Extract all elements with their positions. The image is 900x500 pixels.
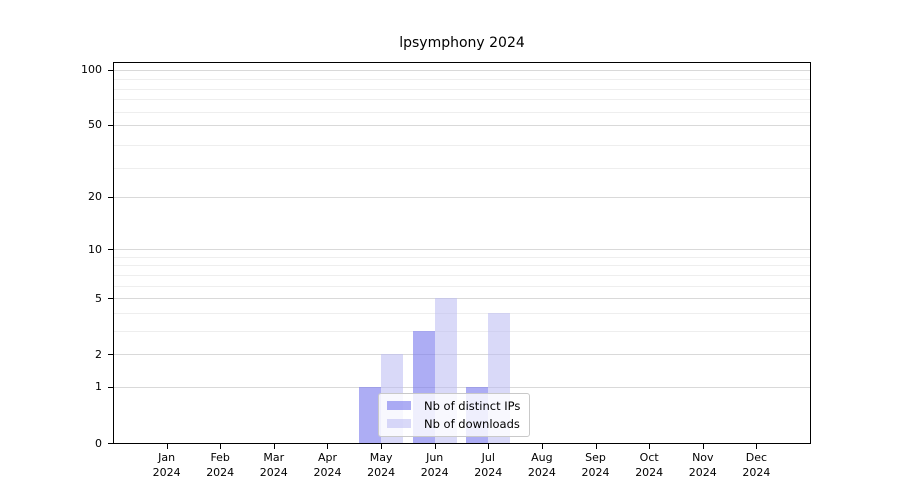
x-tick-label-month: Aug: [531, 451, 553, 464]
legend-label: Nb of distinct IPs: [424, 398, 521, 413]
gridline-minor: [114, 167, 810, 169]
x-tick-label-year: 2024: [420, 466, 449, 479]
legend-swatch: [387, 419, 411, 428]
x-tick: [596, 444, 597, 449]
gridline-major: [114, 386, 810, 388]
x-tick-label-month: Sep: [585, 451, 606, 464]
x-tick: [649, 444, 650, 449]
gridline-major: [114, 69, 810, 71]
x-tick-label-year: 2024: [206, 466, 235, 479]
x-tick: [274, 444, 275, 449]
x-tick-label-month: Dec: [745, 451, 768, 464]
gridline-major: [114, 298, 810, 299]
x-tick: [327, 444, 328, 449]
gridline-minor: [114, 312, 810, 314]
x-tick-label-month: Jan: [158, 451, 176, 464]
gridline-minor: [114, 79, 810, 80]
x-tick-label-year: 2024: [635, 466, 664, 479]
x-tick-label-year: 2024: [527, 466, 556, 479]
x-tick: [220, 444, 221, 449]
x-tick-label-year: 2024: [581, 466, 610, 479]
gridline-minor: [114, 111, 810, 113]
y-tick-label: 2: [95, 347, 102, 361]
gridline-minor: [114, 330, 810, 332]
plot-area: [113, 62, 811, 444]
x-tick-label-month: Nov: [692, 451, 714, 464]
x-tick-label-month: Jun: [426, 451, 444, 464]
x-tick-label-month: Feb: [210, 451, 230, 464]
x-tick: [703, 444, 704, 449]
x-tick-label-month: Jul: [481, 451, 495, 464]
x-tick-label-month: Apr: [317, 451, 338, 464]
gridline-major: [114, 354, 810, 356]
x-tick: [167, 444, 168, 449]
x-tick-label-year: 2024: [313, 466, 342, 479]
x-tick: [488, 444, 489, 449]
gridline-minor: [114, 144, 810, 146]
chart-title: lpsymphony 2024: [399, 35, 525, 51]
gridline-minor: [114, 88, 810, 90]
legend-item: Nb of distinct IPs: [387, 398, 520, 413]
y-tick: [108, 354, 114, 355]
y-tick: [108, 443, 114, 444]
x-tick-label-month: May: [369, 451, 393, 464]
x-tick-label-month: Mar: [263, 451, 285, 464]
y-tick-label: 50: [88, 118, 102, 132]
bars-layer: [113, 62, 811, 444]
gridlines-layer: [113, 62, 811, 444]
x-tick-label-year: 2024: [742, 466, 771, 479]
x-tick: [542, 444, 543, 449]
x-tick-label-year: 2024: [474, 466, 503, 479]
x-tick-label-month: Oct: [639, 451, 659, 464]
x-tick-label-year: 2024: [152, 466, 181, 479]
y-tick: [108, 249, 114, 250]
y-tick: [108, 197, 114, 198]
legend: Nb of distinct IPs Nb of downloads: [378, 393, 531, 437]
x-tick: [435, 444, 436, 449]
x-tick: [756, 444, 757, 449]
gridline-major: [114, 196, 810, 198]
y-tick: [108, 70, 114, 71]
y-tick: [108, 387, 114, 388]
y-tick-label: 100: [81, 63, 102, 77]
gridline-minor: [114, 274, 810, 276]
y-tick: [108, 298, 114, 299]
x-tick-label-year: 2024: [259, 466, 288, 479]
gridline-minor: [114, 285, 810, 287]
x-tick: [381, 444, 382, 449]
legend-swatch: [387, 401, 411, 410]
x-tick-label-year: 2024: [367, 466, 396, 479]
y-tick-label: 1: [95, 380, 102, 394]
bar-may-distinct-ips: [359, 386, 382, 443]
x-tick-label-year: 2024: [688, 466, 717, 479]
y-tick-label: 20: [88, 190, 102, 204]
gridline-major: [114, 124, 810, 126]
gridline-minor: [114, 256, 810, 258]
y-tick-label: 10: [88, 242, 102, 256]
gridline-minor: [114, 265, 810, 267]
y-tick: [108, 125, 114, 126]
y-tick-label: 5: [95, 291, 102, 305]
legend-item: Nb of downloads: [387, 416, 520, 431]
legend-label: Nb of downloads: [424, 416, 520, 431]
gridline-major: [114, 249, 810, 250]
y-tick-label: 0: [95, 436, 102, 450]
gridline-minor: [114, 99, 810, 101]
